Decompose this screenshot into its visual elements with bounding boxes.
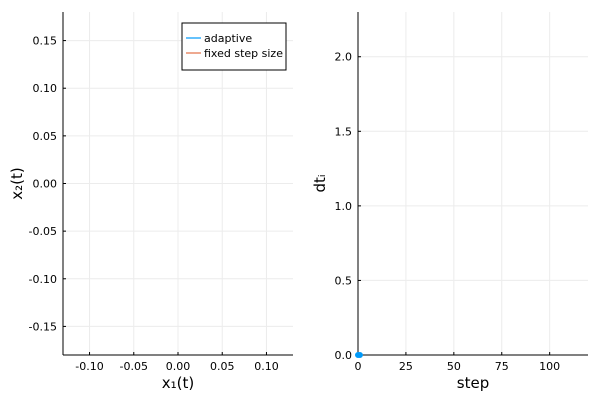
x-tick-label: 0.10 — [254, 360, 279, 373]
y-tick-label: 1.5 — [335, 125, 353, 138]
y-tick-label: 0.05 — [33, 130, 58, 143]
legend-label: adaptive — [204, 32, 252, 45]
x-tick-label: 50 — [447, 360, 461, 373]
legend-box — [181, 22, 287, 71]
x-tick-label: -0.10 — [75, 360, 103, 373]
y-tick-label: -0.15 — [29, 320, 57, 333]
y-tick-label: 0.00 — [33, 178, 58, 191]
y-tick-label: -0.05 — [29, 225, 57, 238]
y-tick-label: 0.15 — [33, 35, 58, 48]
y-axis-label: dtᵢ — [311, 174, 329, 192]
x-tick-label: 0 — [355, 360, 362, 373]
x-tick-label: 0.00 — [166, 360, 191, 373]
y-tick-label: 0.5 — [335, 274, 353, 287]
x-axis-label: step — [457, 374, 489, 392]
phase-plot-panel: -0.10 -0.05 0.00 0.05 0.10 0.15 0.10 0.05 0.00 -0… — [8, 12, 293, 392]
legend-label: fixed step size — [204, 47, 283, 60]
x-tick-label: 25 — [399, 360, 413, 373]
y-axis-label: x₂(t) — [8, 167, 26, 199]
x-axis-label: x₁(t) — [162, 374, 194, 392]
step-size-panel: 0 25 50 75 100 2.0 1.5 1.0 0.5 0.0 step dtᵢ — [311, 12, 588, 392]
y-tick-label: 2.0 — [335, 51, 353, 64]
y-tick-label: -0.10 — [29, 273, 57, 286]
x-tick-label: 100 — [539, 360, 560, 373]
x-tick-label: -0.05 — [120, 360, 148, 373]
y-tick-label: 0.10 — [33, 82, 58, 95]
legend: adaptive fixed step size — [181, 22, 287, 71]
y-tick-label: 0.0 — [335, 349, 353, 362]
x-tick-label: 75 — [495, 360, 509, 373]
y-tick-label: 1.0 — [335, 200, 353, 213]
x-tick-label: 0.05 — [210, 360, 235, 373]
data-point — [356, 352, 363, 358]
